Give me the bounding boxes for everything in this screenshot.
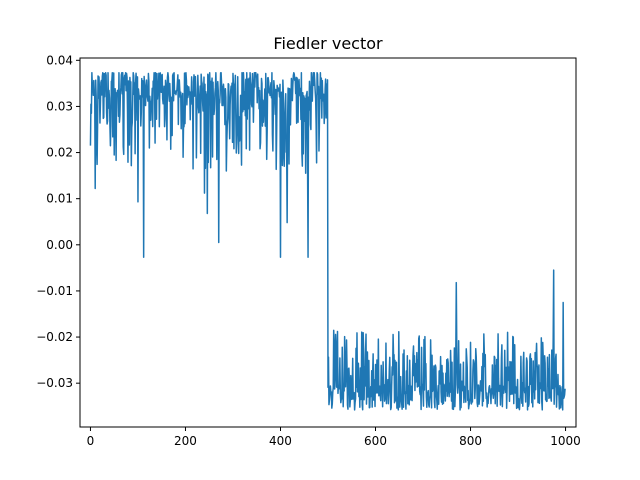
y-tick-label: 0.00 xyxy=(46,238,73,252)
y-tick-label: −0.02 xyxy=(36,330,73,344)
series-line xyxy=(89,72,566,411)
x-axis: 0 200 400 600 800 1000 xyxy=(87,427,581,448)
x-tick-label: 600 xyxy=(364,434,387,448)
y-tick-label: 0.03 xyxy=(46,99,73,113)
x-tick-label: 0 xyxy=(87,434,95,448)
x-tick-label: 1000 xyxy=(550,434,581,448)
plot-area xyxy=(89,72,566,411)
y-tick-label: −0.03 xyxy=(36,376,73,390)
plot-frame xyxy=(79,57,577,428)
y-axis: −0.03 −0.02 −0.01 0.00 0.01 0.02 0.03 0.04 xyxy=(36,53,80,390)
y-tick-label: 0.02 xyxy=(46,146,73,160)
chart-title: Fiedler vector xyxy=(273,34,383,53)
x-tick-label: 200 xyxy=(174,434,197,448)
x-tick-label: 800 xyxy=(459,434,482,448)
y-tick-label: −0.01 xyxy=(36,284,73,298)
y-tick-label: 0.01 xyxy=(46,192,73,206)
x-tick-label: 400 xyxy=(269,434,292,448)
y-tick-label: 0.04 xyxy=(46,53,73,67)
